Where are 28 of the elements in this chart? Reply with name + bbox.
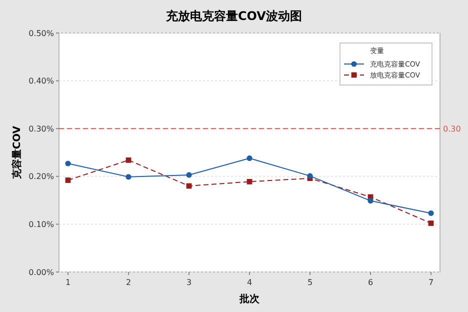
point [65, 160, 71, 166]
y-tick-label: 0.10% [28, 220, 54, 229]
x-tick-label: 6 [368, 278, 374, 287]
point [428, 210, 434, 216]
y-tick-label: 0.40% [28, 76, 54, 86]
point [246, 155, 252, 162]
y-tick-label: 0.30% [28, 124, 54, 134]
ref-line-label: 0.30 [443, 124, 461, 134]
point [368, 198, 374, 204]
y-tick-label: 0.20% [28, 172, 54, 182]
x-tick-label: 3 [186, 278, 192, 287]
x-axis-title: 批次 [238, 293, 260, 305]
point [126, 157, 132, 163]
point [428, 220, 434, 226]
x-tick-label: 2 [126, 278, 132, 287]
x-tick-label: 5 [307, 278, 313, 287]
point [186, 172, 192, 178]
point [246, 178, 252, 184]
point [126, 174, 132, 180]
point [307, 173, 313, 179]
y-tick-label: 0.50% [28, 28, 54, 38]
x-tick-label: 4 [246, 278, 252, 287]
x-tick-label: 1 [65, 278, 71, 287]
chart-title: 充放电克容量COV波动图 [165, 9, 302, 23]
y-axis-title: 克容量COV [11, 126, 23, 180]
x-tick-label: 7 [428, 278, 434, 287]
y-tick-label: 0.00% [28, 268, 54, 277]
point [65, 178, 71, 183]
